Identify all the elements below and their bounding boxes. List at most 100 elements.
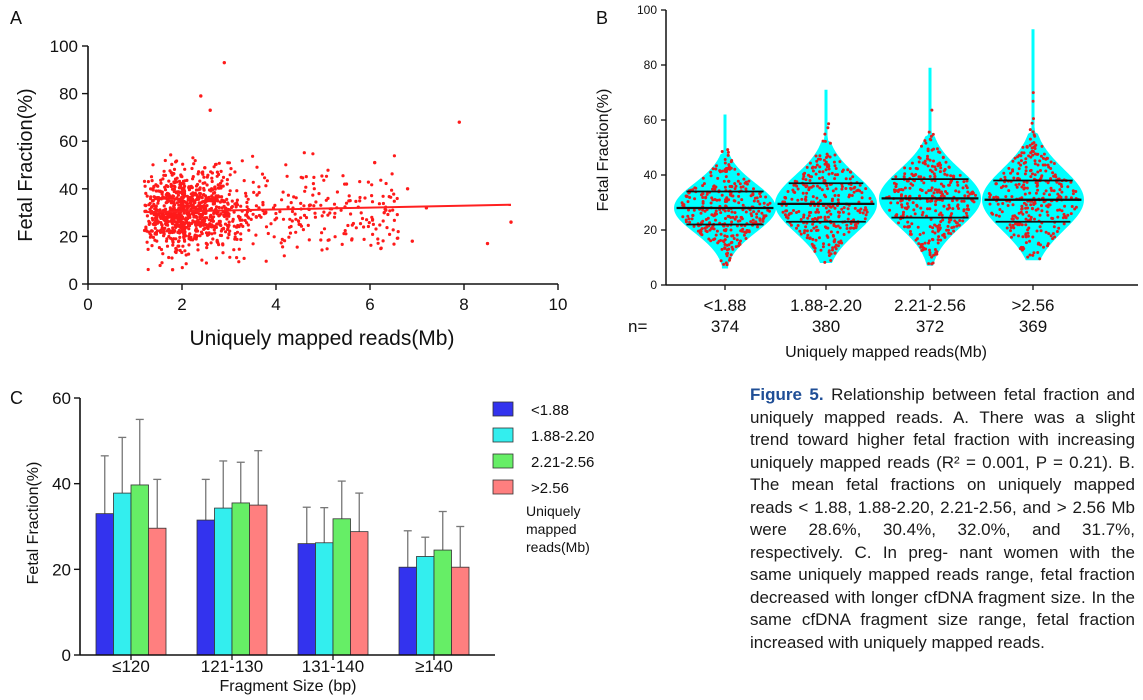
data-point: [811, 222, 815, 226]
data-point: [756, 199, 760, 203]
data-point: [261, 200, 265, 205]
data-point: [210, 232, 214, 236]
data-point: [307, 238, 311, 242]
data-point: [184, 253, 188, 257]
data-point: [197, 197, 201, 201]
data-point: [897, 221, 900, 225]
data-point: [938, 170, 942, 174]
data-point: [818, 176, 821, 180]
data-point: [845, 227, 849, 230]
data-point: [327, 238, 331, 242]
data-point: [220, 179, 224, 183]
data-point: [929, 188, 933, 192]
bar: [416, 556, 435, 656]
data-point: [374, 227, 378, 231]
data-point: [149, 175, 154, 179]
data-point: [388, 209, 392, 213]
data-point: [795, 211, 798, 214]
data-point: [1011, 203, 1015, 207]
data-point: [1007, 166, 1011, 170]
data-point: [841, 168, 845, 172]
data-point: [734, 184, 738, 188]
data-point: [220, 227, 224, 231]
data-point: [225, 217, 229, 221]
data-point: [762, 201, 766, 205]
data-point: [376, 241, 380, 245]
data-point: [1057, 195, 1061, 199]
data-point: [209, 206, 214, 211]
data-point: [810, 185, 813, 189]
y-tick-label: 80: [644, 58, 658, 72]
data-point: [311, 182, 315, 186]
data-point: [1016, 172, 1020, 176]
data-point: [219, 223, 223, 228]
data-point: [917, 155, 921, 159]
data-point: [682, 203, 686, 207]
data-point: [820, 188, 824, 192]
data-point: [1055, 230, 1059, 233]
data-point: [485, 241, 490, 246]
data-point: [830, 199, 834, 203]
data-point: [317, 192, 321, 196]
data-point: [783, 213, 787, 217]
data-point: [213, 224, 217, 228]
data-point: [182, 199, 186, 203]
data-point: [239, 204, 243, 208]
data-point: [818, 236, 821, 240]
data-point: [823, 215, 827, 219]
data-point: [926, 154, 929, 158]
data-point: [347, 194, 351, 198]
data-point: [966, 190, 970, 194]
data-point: [729, 241, 733, 245]
data-point: [712, 185, 716, 188]
data-point: [833, 194, 837, 197]
data-point: [796, 224, 800, 227]
data-point: [963, 194, 967, 198]
legend-title: Uniquely: [526, 503, 580, 519]
data-point: [1069, 196, 1073, 200]
data-point: [729, 160, 733, 164]
data-point: [933, 179, 937, 183]
data-point: [1027, 214, 1031, 218]
data-point: [218, 181, 223, 185]
data-point: [849, 226, 853, 230]
data-point: [215, 212, 219, 216]
data-point: [822, 158, 826, 162]
data-point: [366, 224, 370, 229]
data-point: [723, 168, 727, 172]
x-tick-label: 0: [83, 295, 92, 314]
data-point: [191, 192, 195, 196]
data-point: [947, 217, 951, 221]
data-point: [824, 156, 828, 159]
data-point: [1023, 192, 1027, 196]
data-point: [928, 248, 931, 252]
data-point: [200, 258, 204, 262]
data-point: [937, 213, 941, 217]
data-point: [195, 182, 200, 187]
data-point: [214, 256, 219, 260]
legend-title: mapped: [526, 521, 577, 537]
data-point: [213, 200, 217, 204]
data-point: [1019, 163, 1023, 167]
data-point: [328, 211, 332, 215]
data-point: [832, 224, 836, 227]
data-point: [932, 172, 936, 176]
data-point: [388, 232, 392, 236]
data-point: [391, 228, 395, 232]
caption-line: range, fetal fraction increased with uni…: [750, 610, 1135, 652]
x-axis-label: Uniquely mapped reads(Mb): [190, 327, 455, 350]
data-point: [752, 187, 755, 191]
data-point: [160, 190, 164, 194]
data-point: [1046, 244, 1049, 248]
data-point: [301, 176, 305, 180]
data-point: [1073, 207, 1077, 211]
data-point: [195, 193, 199, 197]
legend-label: 2.21-2.56: [531, 454, 594, 471]
data-point: [1064, 195, 1068, 199]
data-point: [715, 164, 718, 168]
data-point: [686, 214, 690, 218]
data-point: [947, 228, 950, 232]
data-point: [405, 187, 410, 191]
data-point: [811, 165, 815, 169]
data-point: [1001, 184, 1005, 188]
